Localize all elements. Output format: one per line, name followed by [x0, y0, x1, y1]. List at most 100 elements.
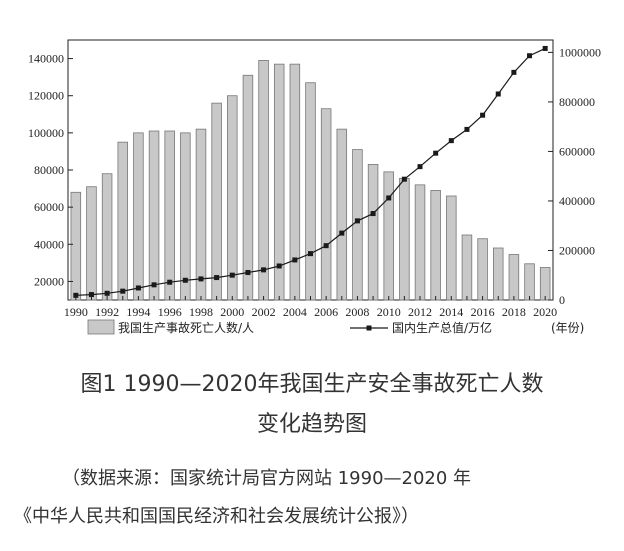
gdp-point: [480, 112, 486, 118]
x-axis-tick-label: 2008: [345, 305, 369, 319]
gdp-point: [276, 263, 282, 269]
bar: [367, 164, 379, 301]
gdp-point: [527, 53, 533, 59]
x-axis-tick-label: 2004: [283, 305, 307, 319]
left-axis-tick-label: 120000: [28, 89, 64, 103]
right-axis-tick-label: 800000: [559, 95, 595, 109]
bar: [477, 238, 488, 301]
bar: [399, 177, 410, 301]
bar: [461, 234, 473, 301]
x-unit-label: (年份): [551, 321, 584, 335]
gdp-point: [88, 292, 94, 298]
x-axis-tick-label: 2016: [471, 305, 495, 319]
caption-line-2: 变化趋势图: [256, 412, 367, 437]
x-axis-tick-label: 1996: [158, 305, 182, 319]
gdp-point: [245, 270, 251, 276]
source-line-1: （数据来源：国家统计局官方网站 1990—2020 年: [62, 468, 472, 489]
bar: [101, 173, 113, 301]
gdp-point: [401, 176, 407, 182]
gdp-point: [370, 211, 376, 217]
x-axis-tick-label: 1990: [64, 305, 88, 319]
legend-bar-label: 我国生产事故死亡人数/人: [118, 320, 254, 335]
chart-svg: 2000040000600008000010000012000014000002…: [28, 39, 601, 335]
caption-line-1: 图1 1990—2020年我国生产安全事故死亡人数: [80, 372, 544, 397]
gdp-point: [167, 279, 173, 285]
gdp-point: [261, 267, 267, 273]
gdp-point: [464, 126, 470, 132]
gdp-point: [448, 138, 454, 144]
left-axis-tick-label: 80000: [34, 163, 64, 177]
x-axis-tick-label: 1994: [126, 305, 150, 319]
bar: [430, 190, 441, 301]
bar: [211, 102, 222, 301]
left-axis-tick-label: 20000: [34, 274, 64, 288]
x-axis-tick-label: 2014: [439, 305, 463, 319]
bar: [383, 171, 394, 301]
bar: [258, 60, 269, 301]
gdp-point: [104, 290, 110, 296]
left-axis-tick-label: 40000: [34, 237, 64, 251]
gdp-point: [229, 272, 235, 278]
gdp-point: [214, 275, 220, 281]
gdp-point: [542, 45, 548, 51]
bar: [195, 128, 207, 301]
bar: [414, 184, 426, 301]
bar: [86, 186, 97, 301]
right-axis-tick-label: 1000000: [559, 45, 601, 59]
bar: [242, 74, 254, 301]
right-axis-tick-label: 0: [559, 293, 565, 307]
right-axis-tick-label: 200000: [559, 243, 595, 257]
bar: [180, 132, 191, 301]
gdp-point: [354, 218, 360, 224]
x-axis-tick-label: 2002: [252, 305, 276, 319]
gdp-point: [73, 292, 79, 298]
x-axis-tick-label: 1998: [189, 305, 213, 319]
bar: [289, 63, 301, 301]
left-axis-tick-label: 60000: [34, 200, 64, 214]
bar: [305, 82, 316, 301]
gdp-point: [511, 69, 517, 75]
x-axis-tick-label: 2018: [502, 305, 526, 319]
gdp-point: [135, 285, 141, 291]
bar: [164, 130, 175, 301]
gdp-point: [120, 288, 126, 294]
bar: [148, 130, 160, 301]
gdp-point: [495, 91, 501, 97]
gdp-point: [292, 257, 298, 263]
bar: [227, 95, 238, 301]
gdp-point: [182, 277, 188, 283]
x-axis-tick-label: 2020: [533, 305, 557, 319]
bar: [446, 195, 457, 301]
bar: [70, 191, 82, 301]
left-axis-tick-label: 100000: [28, 126, 64, 140]
bar: [336, 128, 348, 301]
x-axis-tick-label: 2006: [314, 305, 338, 319]
bar: [539, 267, 551, 301]
bar: [524, 263, 535, 301]
chart-area: 20000 40000 60000 80000 100000 120000 140000 0 2…: [28, 39, 601, 335]
gdp-point: [433, 150, 439, 156]
right-axis-tick-label: 600000: [559, 144, 595, 158]
x-axis-tick-label: 2010: [377, 305, 401, 319]
gdp-point: [198, 276, 204, 282]
x-axis-tick-label: 2012: [408, 305, 432, 319]
right-axis-tick-label: 400000: [559, 194, 595, 208]
source-note: （数据来源：国家统计局官方网站 1990—2020 年 《中华人民共和国国民经济…: [0, 460, 624, 536]
gdp-point: [308, 251, 313, 257]
bar: [320, 108, 332, 301]
bar: [508, 254, 520, 301]
legend-line-label: 国内生产总值/万亿: [392, 320, 492, 335]
legend-line-marker: [366, 325, 372, 331]
legend-bar-swatch: [87, 319, 115, 335]
gdp-point: [417, 164, 423, 170]
figure-caption: 图1 1990—2020年我国生产安全事故死亡人数 变化趋势图: [0, 365, 624, 445]
left-axis-tick-label: 140000: [28, 52, 64, 66]
bar: [133, 132, 144, 301]
gdp-point: [323, 243, 329, 249]
bar: [117, 141, 129, 301]
gdp-point: [386, 195, 392, 201]
bar: [352, 149, 363, 301]
x-axis-tick-label: 1992: [95, 305, 119, 319]
x-axis-tick-label: 2000: [220, 305, 244, 319]
gdp-point: [151, 282, 157, 288]
